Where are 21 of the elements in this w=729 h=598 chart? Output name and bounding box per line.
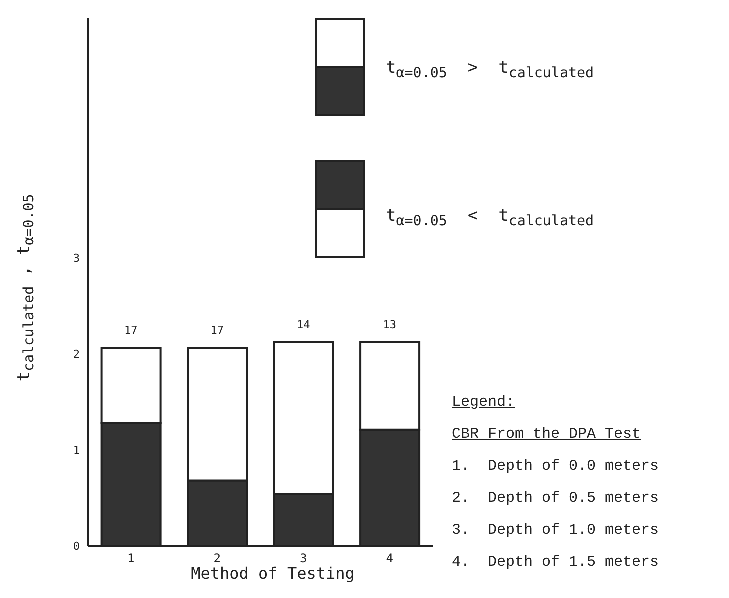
text: t$_{α=0.05}$ < t$_{calculated}$: [386, 206, 594, 230]
text: 4. Depth of 1.5 meters: [452, 554, 660, 571]
text: 2. Depth of 0.5 meters: [452, 490, 660, 507]
y-tick-label: 2: [73, 348, 80, 361]
x-tick-label: 3: [300, 552, 308, 566]
text: 1. Depth of 0.0 meters: [452, 458, 660, 475]
x-tick-label: 4: [386, 552, 394, 566]
y-tick-label: 0: [73, 540, 80, 553]
text: t$_{α=0.05}$ > t$_{calculated}$: [386, 58, 594, 82]
annotation: 17: [210, 324, 224, 338]
annotation: 14: [297, 318, 311, 332]
annotation: 17: [124, 324, 138, 338]
y-tick-label: 1: [73, 444, 80, 457]
text: Legend:: [452, 394, 516, 411]
x-axis-title: Method of Testing: [190, 564, 356, 583]
x-tick-label: 1: [128, 552, 135, 566]
y-tick-label: 3: [73, 252, 80, 265]
text: 3. Depth of 1.0 meters: [452, 522, 660, 539]
annotation: 13: [383, 318, 396, 332]
x-tick-label: 2: [214, 552, 221, 566]
text: CBR From the DPA Test: [452, 426, 642, 443]
